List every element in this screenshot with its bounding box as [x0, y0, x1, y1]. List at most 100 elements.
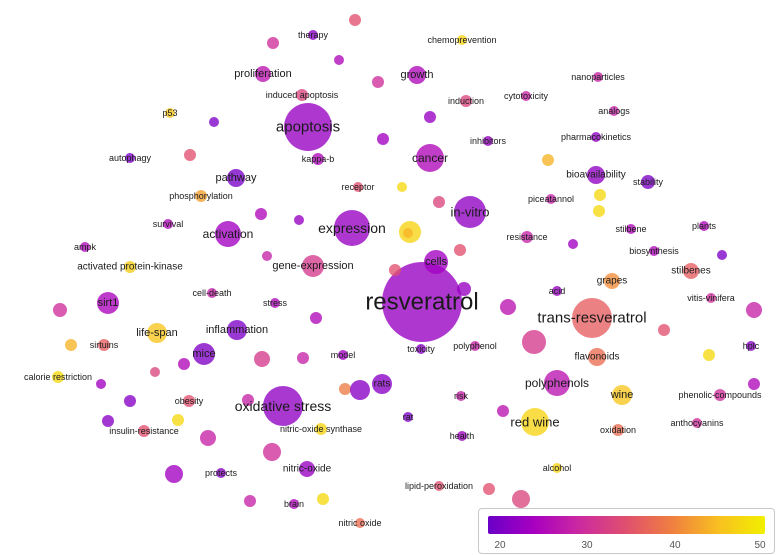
label-oxidative-stress: oxidative stress: [235, 398, 331, 414]
label-therapy: therapy: [298, 30, 329, 40]
node-unlabeled: [457, 282, 471, 296]
node-cells: [424, 250, 448, 274]
label-receptor: receptor: [341, 182, 374, 192]
node-unlabeled: [397, 182, 407, 192]
color-scale-legend: 20 30 40 50: [478, 508, 775, 554]
label-cytotoxicity: cytotoxicity: [504, 91, 549, 101]
node-stress: [270, 298, 280, 308]
node-unlabeled: [242, 394, 254, 406]
node-unlabeled: [339, 383, 351, 395]
node-calorie-restriction: [52, 371, 64, 383]
node-stability: [641, 175, 655, 189]
label-sirt1: sirt1: [98, 297, 119, 309]
keyword-labels: resveratrol trans-resveratrol apoptosis oxi…: [24, 30, 762, 528]
legend-tick-50: 50: [754, 540, 766, 551]
node-brain: [289, 499, 299, 509]
node-unlabeled: [267, 37, 279, 49]
node-nitric-oxide: [355, 518, 365, 528]
node-grapes: [604, 273, 620, 289]
node-obesity: [183, 395, 195, 407]
label-rats: rats: [374, 379, 391, 390]
label-induction: induction: [448, 96, 484, 106]
node-resveratrol: [382, 262, 462, 342]
node-health: [457, 431, 467, 441]
label-activation: activation: [203, 227, 254, 241]
node-vitis-vinifera: [706, 293, 716, 303]
label-piceatannol: piceatannol: [528, 194, 574, 204]
node-unlabeled: [310, 312, 322, 324]
label-inhibitors: inhibitors: [470, 136, 507, 146]
node-unlabeled: [209, 117, 219, 127]
node-unlabeled: [53, 303, 67, 317]
node-anthocyanins: [692, 418, 702, 428]
label-anthocyanins: anthocyanins: [670, 418, 724, 428]
node-chemoprevention: [457, 35, 467, 45]
node-induction: [460, 95, 472, 107]
node-unlabeled: [96, 379, 106, 389]
label-nitric-oxide-synthase: nitric-oxide synthase: [280, 424, 362, 434]
node-nitric-oxide: [299, 461, 315, 477]
node-unlabeled: [254, 351, 270, 367]
node-stilbenes: [683, 263, 699, 279]
node-toxicity: [416, 344, 426, 354]
label-vitis-vinifera: vitis-vinifera: [687, 293, 735, 303]
node-therapy: [308, 30, 318, 40]
legend-tick-20: 20: [494, 540, 506, 551]
node-model: [338, 350, 348, 360]
node-unlabeled: [658, 324, 670, 336]
label-induced-apoptosis: induced apoptosis: [266, 90, 339, 100]
label-ampk: ampk: [74, 242, 97, 252]
node-unlabeled: [454, 244, 466, 256]
label-health: health: [450, 431, 475, 441]
node-rats: [372, 374, 392, 394]
label-risk: risk: [454, 391, 468, 401]
node-stilbene: [626, 224, 636, 234]
node-receptor: [353, 182, 363, 192]
node-kappa-b: [312, 153, 324, 165]
node-lipid-peroxidation: [434, 481, 444, 491]
label-hplc: hplc: [743, 341, 760, 351]
color-scale-bar: [488, 516, 765, 534]
node-unlabeled: [377, 133, 389, 145]
node-sirtuins: [98, 339, 110, 351]
node-unlabeled: [124, 395, 136, 407]
label-in-vitro: in-vitro: [450, 205, 489, 220]
node-polyphenol: [470, 341, 480, 351]
label-red-wine: red wine: [510, 415, 559, 430]
node-growth: [408, 66, 426, 84]
node-unlabeled: [349, 14, 361, 26]
node-sirt1: [97, 292, 119, 314]
node-unlabeled: [424, 111, 436, 123]
node-unlabeled: [350, 380, 370, 400]
node-unlabeled: [294, 215, 304, 225]
label-acid: acid: [549, 286, 566, 296]
node-unlabeled: [542, 154, 554, 166]
node-wine: [612, 385, 632, 405]
label-sirtuins: sirtuins: [90, 340, 119, 350]
node-unlabeled: [262, 251, 272, 261]
label-protects: protects: [205, 468, 238, 478]
label-oxidation: oxidation: [600, 425, 636, 435]
node-unlabeled: [483, 483, 495, 495]
label-toxicity: toxicity: [407, 344, 435, 354]
node-risk: [456, 391, 466, 401]
label-cells: cells: [425, 256, 448, 268]
node-unlabeled: [389, 264, 401, 276]
node-unlabeled: [594, 189, 606, 201]
label-flavonoids: flavonoids: [574, 352, 619, 363]
node-phenolic-compounds: [714, 389, 726, 401]
node-piceatannol: [546, 194, 556, 204]
label-phenolic-compounds: phenolic-compounds: [678, 390, 762, 400]
node-cell-death: [207, 288, 217, 298]
node-in-vitro: [454, 196, 486, 228]
node-unlabeled: [746, 302, 762, 318]
legend-tick-30: 30: [581, 540, 593, 551]
node-unlabeled: [184, 149, 196, 161]
node-cytotoxicity: [521, 91, 531, 101]
label-nitric-oxide: nitric oxide: [338, 518, 381, 528]
label-grapes: grapes: [597, 276, 628, 287]
node-unlabeled: [512, 490, 530, 508]
node-mice: [193, 343, 215, 365]
label-nitric-oxide: nitric-oxide: [283, 464, 332, 475]
node-activation: [215, 221, 241, 247]
